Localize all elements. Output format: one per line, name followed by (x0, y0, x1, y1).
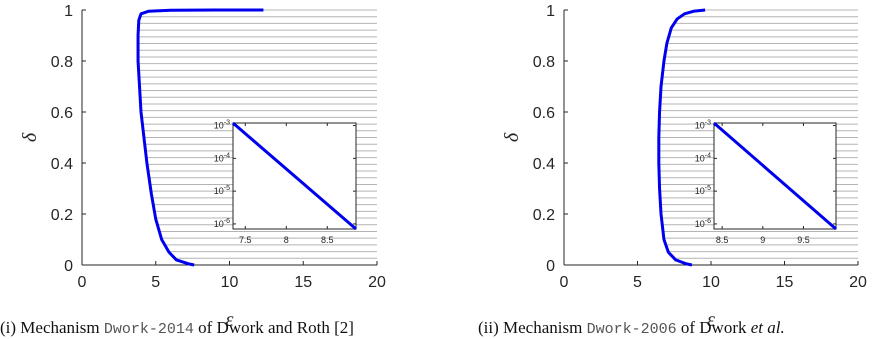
x-tick-label: 15 (294, 274, 312, 291)
inset-x-tick-label: 8 (284, 235, 289, 245)
y-tick-label: 0 (546, 258, 555, 275)
x-tick-label: 10 (702, 274, 720, 291)
y-tick-label: 0.4 (533, 156, 555, 173)
inset-series-line (713, 121, 837, 231)
x-tick-label: 15 (776, 274, 794, 291)
y-tick-label: 1 (64, 3, 73, 20)
panel-0: 0 5 10 15 20 0 0.2 0.4 0.6 0.8 1 ε δ 7.5 8 8.5 10-3 10-4 1… (19, 3, 386, 331)
series-line (657, 8, 706, 267)
y-tick-label: 0.8 (51, 54, 73, 71)
y-axis-label: δ (501, 132, 523, 142)
inset-x-tick-label: 9 (760, 235, 765, 245)
y-tick-label: 0 (64, 258, 73, 275)
inset-series-line (232, 121, 357, 231)
y-tick-label: 1 (546, 3, 555, 20)
inset-y-tick-label: 10-4 (695, 152, 711, 163)
x-axis-label: ε (226, 309, 234, 331)
caption-right: (ii) Mechanism Dwork-2006 of Dwork et al… (478, 318, 785, 338)
x-tick-label: 5 (633, 274, 642, 291)
inset-0: 7.5 8 8.5 10-3 10-4 10-5 10-6 (214, 120, 357, 245)
inset-y-tick-label: 10-5 (214, 185, 230, 196)
inset-1: 8.5 9 9.5 10-3 10-4 10-5 10-6 (695, 120, 837, 245)
y-tick-label: 0.2 (51, 207, 73, 224)
y-tick-label: 0.6 (51, 105, 73, 122)
y-tick-label: 0.8 (533, 54, 555, 71)
y-tick-label: 0.6 (533, 105, 555, 122)
x-tick-label: 20 (368, 274, 386, 291)
inset-y-tick-label: 10-5 (695, 185, 711, 196)
panel-1: 0 5 10 15 20 0 0.2 0.4 0.6 0.8 1 ε δ 8.5 9 9.5 10-3 10-4 1… (501, 3, 867, 331)
inset-y-tick-label: 10-3 (214, 120, 230, 131)
x-axis-label: ε (707, 309, 715, 331)
y-axis-label: δ (19, 132, 41, 142)
inset-y-tick-label: 10-4 (214, 152, 230, 163)
x-tick-label: 0 (560, 274, 569, 291)
caption-left: (i) Mechanism Dwork-2014 of Dwork and Ro… (0, 318, 354, 338)
x-tick-label: 10 (221, 274, 239, 291)
inset-x-tick-label: 9.5 (797, 235, 810, 245)
inset-y-tick-label: 10-6 (695, 218, 711, 229)
inset-y-tick-label: 10-3 (695, 120, 711, 131)
inset-x-tick-label: 7.5 (239, 235, 252, 245)
y-tick-label: 0.4 (51, 156, 73, 173)
x-tick-label: 20 (849, 274, 867, 291)
inset-x-tick-label: 8.5 (716, 235, 729, 245)
inset-y-tick-label: 10-6 (214, 218, 230, 229)
inset-x-tick-label: 8.5 (321, 235, 334, 245)
x-tick-label: 0 (78, 274, 87, 291)
y-tick-label: 0.2 (533, 207, 555, 224)
x-tick-label: 5 (151, 274, 160, 291)
series-line (136, 8, 264, 267)
